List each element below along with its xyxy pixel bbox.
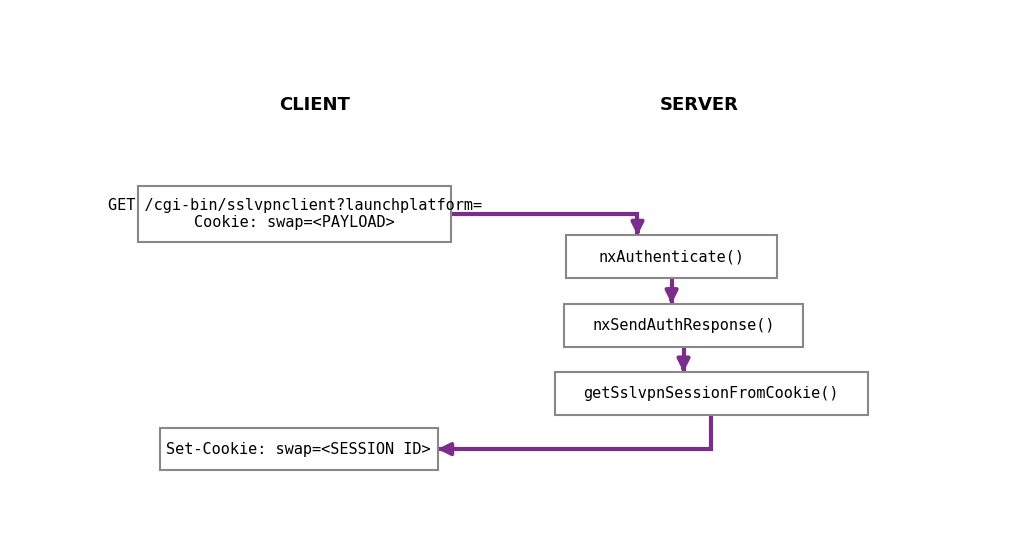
- FancyBboxPatch shape: [555, 372, 868, 415]
- Text: SERVER: SERVER: [659, 96, 739, 114]
- FancyBboxPatch shape: [138, 186, 452, 242]
- FancyBboxPatch shape: [566, 235, 777, 278]
- FancyBboxPatch shape: [564, 304, 803, 346]
- Text: Set-Cookie: swap=<SESSION ID>: Set-Cookie: swap=<SESSION ID>: [166, 442, 431, 457]
- Text: getSslvpnSessionFromCookie(): getSslvpnSessionFromCookie(): [584, 386, 839, 401]
- Text: nxSendAuthResponse(): nxSendAuthResponse(): [592, 317, 775, 332]
- Text: nxAuthenticate(): nxAuthenticate(): [599, 249, 744, 264]
- Text: Cookie: swap=<PAYLOAD>: Cookie: swap=<PAYLOAD>: [195, 215, 395, 230]
- Text: GET /cgi-bin/sslvpnclient?launchplatform=: GET /cgi-bin/sslvpnclient?launchplatform…: [108, 199, 481, 214]
- Text: CLIENT: CLIENT: [280, 96, 350, 114]
- FancyBboxPatch shape: [160, 428, 437, 471]
